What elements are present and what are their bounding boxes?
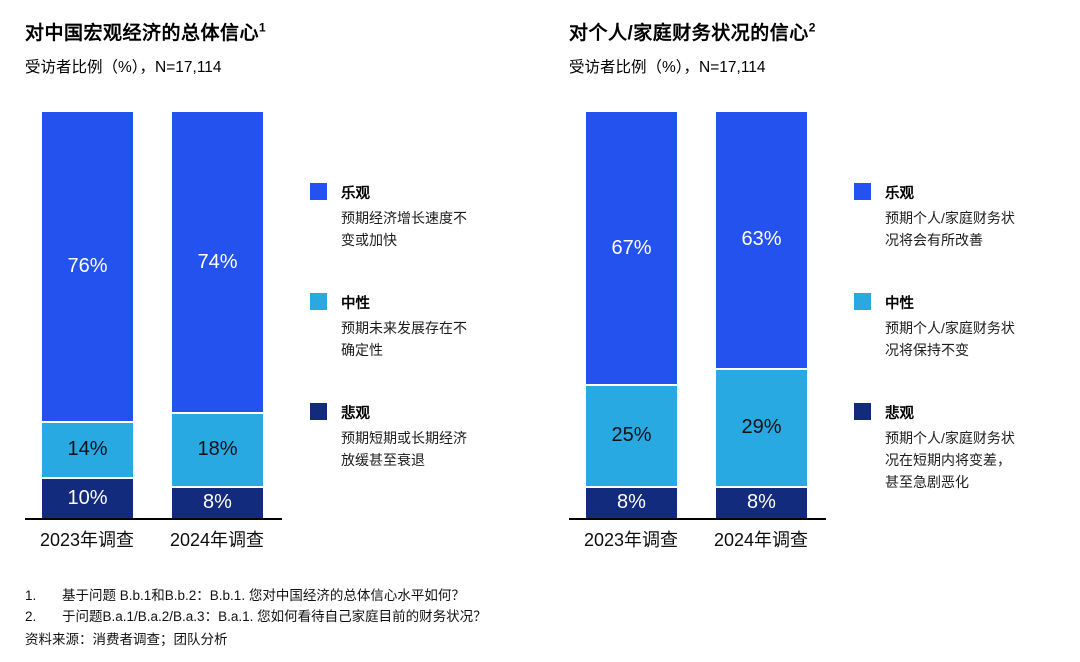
segment-value-label: 74%: [197, 250, 238, 273]
plot-area: 67% 25% 8% 63% 29% 8% 2023年调查 2024年调查: [569, 112, 854, 562]
footnote-1: 1. 基于问题 B.b.1和B.b.2：B.b.1. 您对中国经济的总体信心水平…: [25, 585, 665, 606]
segment-optimistic-2024: 63%: [716, 112, 807, 368]
legend-item-pessimistic: 悲观 预期个人/家庭财务状况在短期内将变差，甚至急剧恶化: [854, 402, 1054, 493]
legend-item-neutral: 中性 预期未来发展存在不确定性: [310, 292, 510, 361]
legend-text: 中性 预期个人/家庭财务状况将保持不变: [885, 292, 1015, 361]
x-axis-line: [25, 518, 282, 520]
legend-text: 中性 预期未来发展存在不确定性: [341, 292, 471, 361]
footnote-text: 基于问题 B.b.1和B.b.2：B.b.1. 您对中国经济的总体信心水平如何？: [62, 588, 465, 603]
legend-text: 悲观 预期短期或长期经济放缓甚至衰退: [341, 402, 471, 471]
legend-description: 预期经济增长速度不变或加快: [341, 210, 467, 248]
plot-area: 76% 14% 10% 74% 18% 8% 2023年调查 2024年调查: [25, 112, 310, 562]
household-finance-chart-panel: 对个人/家庭财务状况的信心2 受访者比例（%），N=17,114 67% 25%…: [569, 18, 1080, 580]
segment-neutral-2024: 29%: [716, 367, 807, 486]
segment-pessimistic-2024: 8%: [172, 485, 263, 518]
x-label-2024: 2024年调查: [713, 530, 809, 550]
legend-text: 乐观 预期经济增长速度不变或加快: [341, 182, 471, 251]
segment-value-label: 8%: [747, 491, 776, 514]
segment-value-label: 76%: [67, 254, 108, 277]
bar-2023: 67% 25% 8%: [586, 112, 677, 518]
legend-description: 预期个人/家庭财务状况在短期内将变差，甚至急剧恶化: [885, 430, 1015, 490]
segment-value-label: 67%: [611, 236, 652, 259]
footnote-marker: 1.: [25, 588, 37, 603]
chart-title-footnote-ref: 1: [259, 20, 267, 35]
segment-value-label: 18%: [197, 438, 238, 461]
legend-text: 悲观 预期个人/家庭财务状况在短期内将变差，甚至急剧恶化: [885, 402, 1015, 493]
segment-neutral-2023: 14%: [42, 420, 133, 478]
segment-pessimistic-2023: 8%: [586, 485, 677, 518]
chart-title: 对个人/家庭财务状况的信心2: [569, 18, 1080, 45]
footnote-2: 2. 于问题B.a.1/B.a.2/B.a.3：B.a.1. 您如何看待自己家庭…: [25, 606, 665, 627]
legend-item-pessimistic: 悲观 预期短期或长期经济放缓甚至衰退: [310, 402, 510, 471]
segment-value-label: 8%: [203, 491, 232, 514]
legend-name: 乐观: [885, 186, 914, 202]
legend-name: 悲观: [885, 406, 914, 422]
segment-optimistic-2024: 74%: [172, 112, 263, 413]
segment-pessimistic-2023: 10%: [42, 477, 133, 518]
bar-2024: 63% 29% 8%: [716, 112, 807, 518]
x-label-2023: 2023年调查: [39, 530, 135, 550]
segment-value-label: 29%: [741, 416, 782, 439]
chart-subtitle: 受访者比例（%），N=17,114: [569, 59, 766, 76]
chart-title: 对中国宏观经济的总体信心1: [25, 18, 555, 45]
x-axis-line: [569, 518, 826, 520]
legend-name: 中性: [341, 296, 370, 312]
segment-optimistic-2023: 67%: [586, 112, 677, 385]
x-label-2023: 2023年调查: [583, 530, 679, 550]
x-label-2024: 2024年调查: [169, 530, 265, 550]
legend-description: 预期个人/家庭财务状况将保持不变: [885, 320, 1015, 358]
macro-economy-chart-panel: 对中国宏观经济的总体信心1 受访者比例（%），N=17,114 76% 14% …: [25, 18, 555, 580]
segment-pessimistic-2024: 8%: [716, 485, 807, 518]
legend-swatch-neutral-icon: [854, 293, 871, 310]
legend-swatch-pessimistic-icon: [310, 403, 327, 420]
legend-description: 预期未来发展存在不确定性: [341, 320, 467, 358]
chart-title-text: 对个人/家庭财务状况的信心: [569, 23, 809, 44]
segment-optimistic-2023: 76%: [42, 112, 133, 421]
bar-2024: 74% 18% 8%: [172, 112, 263, 518]
legend-name: 悲观: [341, 406, 370, 422]
legend-name: 中性: [885, 296, 914, 312]
legend-description: 预期个人/家庭财务状况将会有所改善: [885, 210, 1015, 248]
legend-item-optimistic: 乐观 预期经济增长速度不变或加快: [310, 182, 510, 251]
legend-name: 乐观: [341, 186, 370, 202]
segment-neutral-2024: 18%: [172, 412, 263, 486]
legend-item-optimistic: 乐观 预期个人/家庭财务状况将会有所改善: [854, 182, 1054, 251]
footnote-text: 于问题B.a.1/B.a.2/B.a.3：B.a.1. 您如何看待自己家庭目前的…: [62, 609, 487, 624]
footnotes: 1. 基于问题 B.b.1和B.b.2：B.b.1. 您对中国经济的总体信心水平…: [25, 585, 665, 650]
legend-item-neutral: 中性 预期个人/家庭财务状况将保持不变: [854, 292, 1054, 361]
legend-description: 预期短期或长期经济放缓甚至衰退: [341, 430, 467, 468]
chart-subtitle: 受访者比例（%），N=17,114: [25, 59, 222, 76]
segment-value-label: 8%: [617, 491, 646, 514]
segment-value-label: 14%: [67, 438, 108, 461]
chart-title-footnote-ref: 2: [808, 20, 816, 35]
segment-value-label: 63%: [741, 228, 782, 251]
bar-2023: 76% 14% 10%: [42, 112, 133, 518]
legend-text: 乐观 预期个人/家庭财务状况将会有所改善: [885, 182, 1015, 251]
segment-value-label: 25%: [611, 424, 652, 447]
source-line: 资料来源：消费者调查；团队分析: [25, 632, 228, 647]
legend-swatch-optimistic-icon: [854, 183, 871, 200]
segment-neutral-2023: 25%: [586, 384, 677, 486]
footnote-marker: 2.: [25, 609, 37, 624]
legend-swatch-neutral-icon: [310, 293, 327, 310]
segment-value-label: 10%: [67, 487, 108, 510]
chart-title-text: 对中国宏观经济的总体信心: [25, 23, 260, 44]
legend-swatch-optimistic-icon: [310, 183, 327, 200]
legend-swatch-pessimistic-icon: [854, 403, 871, 420]
